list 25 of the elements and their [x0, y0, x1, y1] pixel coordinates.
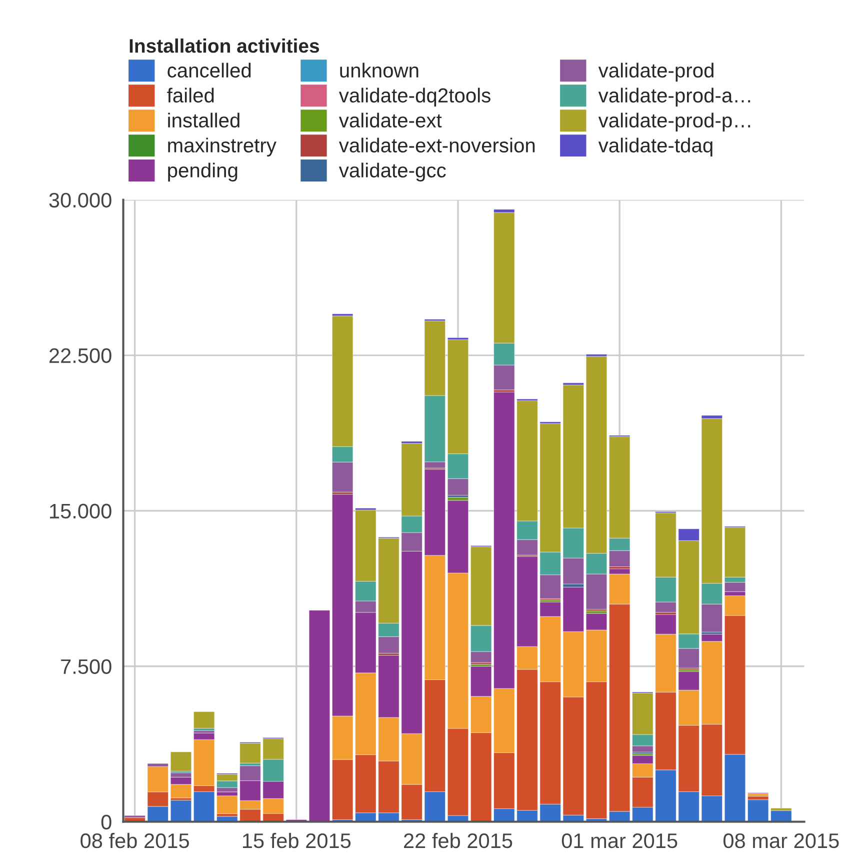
legend-label: cancelled	[168, 62, 251, 78]
legend-label: installed	[168, 112, 240, 128]
legend-label: validate-prod-a…	[598, 88, 750, 107]
legend-title: Installation activities	[130, 38, 320, 53]
x-tick-label: 08 mar 2015	[723, 833, 839, 848]
legend-label: validate-prod	[598, 62, 714, 82]
legend-label: maxinstretry	[168, 138, 276, 156]
x-tick-label: 08 feb 2015	[80, 832, 189, 848]
legend-label: pending	[168, 162, 238, 182]
legend-label: validate-ext-noversion	[338, 138, 535, 153]
legend-label: failed	[167, 88, 214, 103]
y-tick-label: 15.000	[50, 504, 112, 519]
legend-label: validate-tdaq	[598, 138, 712, 156]
legend-label: unknown	[340, 62, 418, 78]
y-tick-label: 22.500	[49, 348, 112, 364]
legend-label: validate-ext	[338, 112, 442, 128]
legend-label: validate-dq2tools	[338, 88, 490, 107]
x-tick-label: 01 mar 2015	[562, 833, 678, 848]
x-tick-label: 15 feb 2015	[242, 832, 351, 848]
x-tick-label: 22 feb 2015	[404, 832, 512, 848]
legend-label: validate-prod-p…	[598, 112, 750, 132]
y-tick-label: 0	[101, 814, 112, 830]
y-tick-label: 30.000	[49, 192, 112, 208]
legend-label: validate-gcc	[338, 162, 446, 182]
y-tick-label: 7.500	[61, 659, 112, 674]
